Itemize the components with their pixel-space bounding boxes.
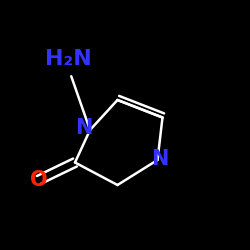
- Text: O: O: [30, 170, 48, 190]
- Text: N: N: [75, 118, 92, 138]
- Text: H₂N: H₂N: [45, 49, 92, 69]
- Text: N: N: [151, 149, 169, 169]
